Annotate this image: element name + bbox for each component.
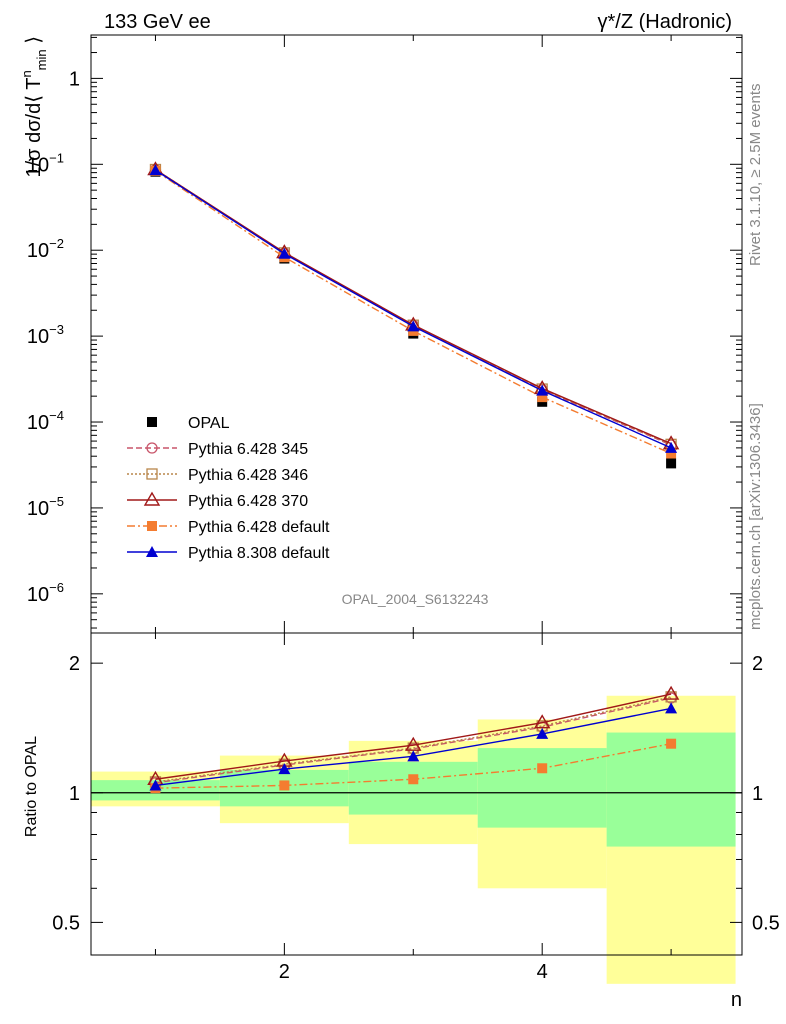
main-data-point xyxy=(666,458,677,469)
rivet-version-label: Rivet 3.1.10, ≥ 2.5M events xyxy=(747,84,764,267)
legend-label: Pythia 6.428 370 xyxy=(188,493,308,510)
ratio-data-point xyxy=(666,738,677,749)
analysis-watermark: OPAL_2004_S6132243 xyxy=(342,591,489,607)
header-left-label: 133 GeV ee xyxy=(104,11,211,33)
main-y-tick-label: 10−2 xyxy=(27,236,64,262)
legend-label: OPAL xyxy=(188,415,230,432)
ratio-data-point xyxy=(537,763,548,774)
ratio-data-point xyxy=(536,727,549,739)
ratio-data-point xyxy=(278,763,291,775)
main-series-3 xyxy=(147,161,680,450)
legend-marker xyxy=(143,491,161,506)
legend-entry: OPAL xyxy=(147,415,230,432)
ratio-y-tick-label-left: 2 xyxy=(69,653,80,675)
main-series-5 xyxy=(149,164,678,453)
ratio-y-axis-label: Ratio to OPAL xyxy=(23,736,40,837)
x-tick-label: 4 xyxy=(537,961,548,983)
uncertainty-band-stat xyxy=(477,748,607,828)
main-data-point xyxy=(666,448,677,459)
main-data-point xyxy=(665,441,678,453)
header-right-label: γ*/Z (Hadronic) xyxy=(598,11,732,33)
ratio-data-point xyxy=(665,702,678,714)
legend: OPAL Pythia 6.428 345 Pythia 6.428 346 Pyth… xyxy=(127,415,330,562)
x-tick-label: 2 xyxy=(279,961,290,983)
ratio-series-line xyxy=(155,696,672,783)
main-series-1 xyxy=(149,164,677,451)
ratio-y-tick-label-left: 1 xyxy=(69,783,80,805)
main-series-line xyxy=(155,169,672,446)
main-panel: 10−610−510−410−310−210−11 OPAL_2004_S613… xyxy=(19,34,743,634)
uncertainty-band-stat xyxy=(606,732,736,847)
legend-entry: Pythia 8.308 default xyxy=(127,545,330,562)
ratio-y-tick-label-right: 0.5 xyxy=(752,912,780,934)
uncertainty-band-stat xyxy=(348,761,478,815)
main-y-tick-label: 1 xyxy=(69,68,80,90)
main-y-tick-label: 10−6 xyxy=(27,580,64,606)
main-series-line xyxy=(155,168,672,445)
x-axis-label: n xyxy=(731,989,742,1011)
main-series-line xyxy=(155,170,672,455)
ratio-y-tick-label-right: 1 xyxy=(752,783,763,805)
ratio-uncertainty-bands xyxy=(91,695,736,984)
ratio-series-line xyxy=(155,693,672,780)
mcplots-citation-label: mcplots.cern.ch [arXiv:1306.3436] xyxy=(747,403,764,630)
ratio-axes: 0.5 0.5 1 1 2 2 2 4 xyxy=(52,632,780,983)
main-series-2 xyxy=(149,163,677,450)
ratio-y-tick-label-left: 0.5 xyxy=(52,912,80,934)
ratio-frame xyxy=(90,632,743,956)
ratio-y-tick-label-right: 2 xyxy=(752,653,763,675)
ratio-series xyxy=(147,685,680,794)
legend-marker xyxy=(146,546,158,557)
legend-entry: Pythia 6.428 345 xyxy=(127,441,308,458)
ratio-series-4 xyxy=(149,702,678,791)
legend-label: Pythia 6.428 default xyxy=(188,519,330,536)
legend-label: Pythia 6.428 345 xyxy=(188,441,308,458)
main-data-point xyxy=(536,384,549,396)
ratio-data-point xyxy=(662,685,680,700)
main-y-tick-label: 10−3 xyxy=(27,322,64,348)
legend-marker xyxy=(146,442,158,454)
main-series xyxy=(147,161,680,469)
ratio-panel: 0.5 0.5 1 1 2 2 2 4 Ratio to OPAL n xyxy=(23,632,780,1011)
legend-label: Pythia 6.428 346 xyxy=(188,467,308,484)
legend-marker xyxy=(146,468,158,480)
ratio-data-point xyxy=(279,780,290,791)
ratio-data-point xyxy=(149,779,162,791)
main-data-point xyxy=(407,320,420,332)
main-data-point xyxy=(278,247,291,259)
main-y-axis-label: 1/σ dσ/d⟨ Tnmin ⟩ xyxy=(19,36,49,178)
main-series-line xyxy=(155,168,672,445)
main-data-point xyxy=(537,392,548,403)
main-axes: 10−610−510−410−310−210−11 xyxy=(27,34,743,634)
ratio-series-line xyxy=(155,697,672,784)
legend-label: Pythia 8.308 default xyxy=(188,545,330,562)
main-y-tick-label: 10−5 xyxy=(27,494,64,520)
legend-entry: Pythia 6.428 346 xyxy=(127,467,308,484)
ratio-data-point xyxy=(405,736,422,751)
legend-entry: Pythia 6.428 370 xyxy=(127,491,308,510)
ratio-data-point xyxy=(533,714,551,729)
legend-marker xyxy=(147,521,157,531)
main-series-line xyxy=(155,169,672,449)
main-data-point xyxy=(149,164,162,176)
main-y-tick-label: 10−4 xyxy=(27,408,64,434)
legend-marker xyxy=(147,417,157,427)
legend-entry: Pythia 6.428 default xyxy=(127,519,330,536)
ratio-data-point xyxy=(408,774,419,785)
ratio-data-point xyxy=(407,750,420,762)
